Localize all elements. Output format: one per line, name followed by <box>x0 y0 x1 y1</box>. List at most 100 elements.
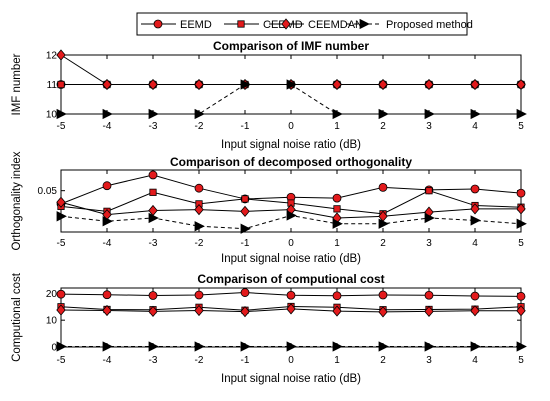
x-tick-label: -1 <box>241 238 250 249</box>
x-tick-label: 3 <box>426 121 432 132</box>
legend-label-proposed: Proposed method <box>386 19 473 31</box>
data-point-ceemdan <box>102 78 112 91</box>
data-point-ceemdan <box>332 78 342 91</box>
x-tick-label: 4 <box>472 121 478 132</box>
data-point-ceemdan <box>148 78 158 91</box>
x-tick-label: 2 <box>380 355 386 366</box>
x-tick-label: -1 <box>241 355 250 366</box>
legend-marker-proposed <box>359 18 370 30</box>
x-tick-label: -3 <box>149 238 158 249</box>
chart-title: Comparison of computional cost <box>197 272 384 286</box>
x-tick-label: -3 <box>149 355 158 366</box>
data-point-ceemdan <box>470 305 480 317</box>
x-tick-label: 1 <box>334 121 340 132</box>
chart-panels: Comparison of IMF number-5 -4 -3 -2 -1 0 1 2 3 4 5… <box>11 39 527 385</box>
legend-marker-eemd <box>153 19 163 29</box>
chart-orth: Comparison of decomposed orthogonality -5… <box>11 151 527 265</box>
x-tick-label: 1 <box>334 355 340 366</box>
x-tick-label: 2 <box>380 121 386 132</box>
y-tick-label: 0 <box>51 343 57 354</box>
series-proposed <box>56 210 527 234</box>
data-point-proposed <box>148 212 159 224</box>
data-point-ceemdan <box>56 304 66 316</box>
data-point-eemd <box>148 170 158 180</box>
data-point-proposed <box>240 341 251 352</box>
data-point-eemd <box>102 290 112 300</box>
data-point-eemd <box>332 193 342 203</box>
data-point-ceemdan <box>470 78 480 91</box>
data-point-ceemdan <box>194 204 204 216</box>
data-point-ceemdan <box>148 305 158 317</box>
x-tick-label: -5 <box>57 355 66 366</box>
data-point-proposed <box>240 79 251 90</box>
y-axis-label: Orthogonality index <box>11 151 23 250</box>
x-tick-label: 5 <box>518 121 524 132</box>
data-point-proposed <box>378 108 389 120</box>
data-point-proposed <box>470 108 481 120</box>
legend: EEMD CEEMD CEEMDAN Proposed method <box>136 12 473 36</box>
data-point-proposed <box>424 341 435 352</box>
data-point-eemd <box>332 291 342 301</box>
legend-marker-eemd-shape <box>153 19 163 29</box>
legend-marker-ceemdan-shape <box>281 18 291 30</box>
data-point-eemd <box>424 290 434 300</box>
series-proposed <box>56 79 527 120</box>
data-point-proposed <box>194 221 205 232</box>
data-point-eemd <box>194 290 204 300</box>
data-point-ceemdan <box>424 78 434 91</box>
y-tick-label: 0.05 <box>38 186 58 197</box>
data-point-eemd <box>516 291 526 301</box>
y-axis-label: Computional cost <box>11 272 23 362</box>
data-point-proposed <box>378 218 389 229</box>
data-point-ceemdan <box>516 203 526 215</box>
data-point-ceemdan <box>516 78 526 91</box>
x-tick-label: 2 <box>380 238 386 249</box>
data-point-ceemd <box>57 80 65 89</box>
data-point-eemd <box>470 291 480 301</box>
y-tick-label: 11 <box>47 80 58 91</box>
data-point-ceemdan <box>332 305 342 317</box>
data-point-ceemdan <box>286 303 296 315</box>
chart-imf: Comparison of IMF number-5 -4 -3 -2 -1 0 1 2 3 4 5… <box>11 39 527 151</box>
data-point-proposed <box>148 341 159 352</box>
data-point-proposed <box>240 223 251 234</box>
x-tick-label: 3 <box>426 238 432 249</box>
data-point-proposed <box>424 108 435 120</box>
y-axis-label: IMF number <box>11 53 23 115</box>
data-point-eemd <box>516 188 526 198</box>
data-point-eemd <box>148 291 158 300</box>
x-tick-label: -5 <box>57 238 66 249</box>
data-point-proposed <box>516 108 527 120</box>
series-proposed <box>56 341 527 352</box>
x-tick-label: 3 <box>426 355 432 366</box>
x-tick-label: 0 <box>288 238 294 249</box>
data-point-proposed <box>286 210 297 221</box>
legend-label-ceemdan: CEEMDAN <box>308 19 363 31</box>
x-tick-label: -1 <box>241 121 250 132</box>
data-point-ceemdan <box>516 305 526 317</box>
data-point-proposed <box>148 108 159 120</box>
data-point-proposed <box>378 341 389 352</box>
x-tick-label: -4 <box>103 355 112 366</box>
data-point-proposed <box>470 215 481 226</box>
data-point-ceemd <box>333 205 341 213</box>
data-point-eemd <box>470 184 480 194</box>
x-tick-label: 0 <box>288 355 294 366</box>
data-point-ceemdan <box>240 305 250 318</box>
data-point-eemd <box>378 182 388 192</box>
data-point-proposed <box>332 218 343 229</box>
data-point-ceemdan <box>194 304 204 317</box>
x-tick-label: 5 <box>518 355 524 366</box>
data-point-proposed <box>56 108 67 120</box>
legend-label-eemd: EEMD <box>180 19 212 31</box>
x-axis-label: Input signal noise ratio (dB) <box>221 253 361 265</box>
x-axis-label: Input signal noise ratio (dB) <box>221 373 361 385</box>
chart-title: Comparison of IMF number <box>213 39 369 53</box>
data-point-ceemdan <box>378 306 388 318</box>
data-point-ceemdan <box>102 304 112 317</box>
x-axis-label: Input signal noise ratio (dB) <box>221 139 361 151</box>
chart-cost: Comparison of computional cost -5 -4 -3 -2 -1… <box>11 272 527 385</box>
legend-marker-ceemd <box>237 20 245 28</box>
y-tick-label: 12 <box>46 51 58 62</box>
